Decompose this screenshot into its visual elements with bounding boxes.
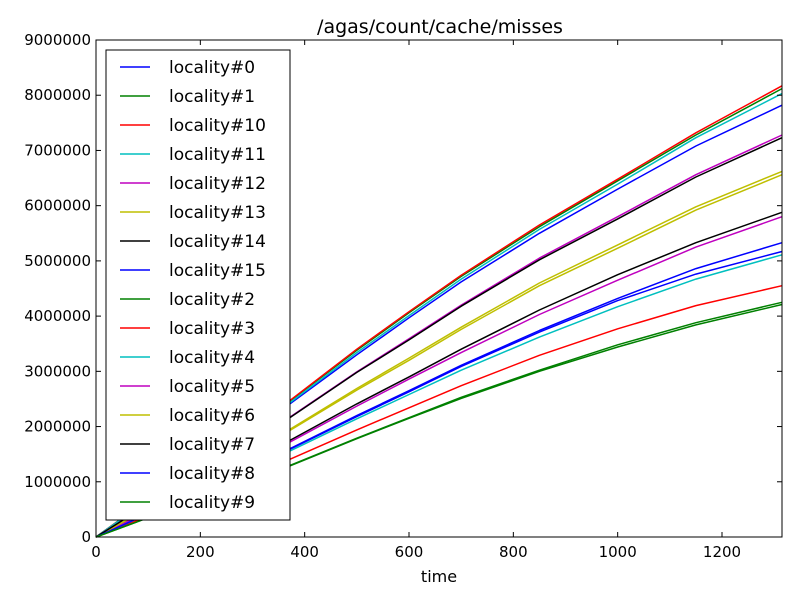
- legend-label: locality#2: [169, 290, 255, 310]
- legend-label: locality#0: [169, 58, 255, 78]
- x-tick-label: 1200: [703, 543, 741, 561]
- y-tick-label: 0: [81, 528, 91, 546]
- y-tick-label: 6000000: [24, 197, 91, 215]
- y-tick-label: 2000000: [24, 418, 91, 436]
- x-tick-label: 0: [91, 543, 101, 561]
- legend-label: locality#11: [169, 145, 266, 165]
- legend-label: locality#1: [169, 87, 255, 107]
- x-tick-label: 400: [290, 543, 319, 561]
- legend-label: locality#5: [169, 377, 255, 397]
- legend-label: locality#7: [169, 435, 255, 455]
- y-tick-label: 5000000: [24, 252, 91, 270]
- y-tick-label: 4000000: [24, 307, 91, 325]
- x-axis-label: time: [421, 567, 457, 586]
- x-tick-label: 800: [499, 543, 528, 561]
- legend-label: locality#14: [169, 232, 266, 252]
- legend-label: locality#6: [169, 406, 255, 426]
- legend-label: locality#13: [169, 203, 266, 223]
- x-tick-label: 200: [186, 543, 215, 561]
- x-tick-label: 1000: [599, 543, 637, 561]
- legend-label: locality#10: [169, 116, 266, 136]
- y-tick-label: 1000000: [24, 473, 91, 491]
- y-tick-label: 8000000: [24, 86, 91, 104]
- y-tick-label: 9000000: [24, 31, 91, 49]
- legend-box: [105, 49, 291, 521]
- axis-ticks: 0 200 400 600 800 1000 1200 0 1000000 2000000 3000…: [24, 31, 782, 561]
- chart-title: /agas/count/cache/misses: [317, 16, 563, 38]
- plot-frame: [95, 39, 783, 538]
- legend-label: locality#12: [169, 174, 266, 194]
- x-tick-label: 600: [395, 543, 424, 561]
- legend-label: locality#3: [169, 319, 255, 339]
- legend: locality#0 locality#1 locality#10 locality#…: [105, 49, 291, 521]
- y-tick-label: 3000000: [24, 362, 91, 380]
- legend-label: locality#8: [169, 464, 255, 484]
- legend-label: locality#9: [169, 493, 255, 513]
- legend-label: locality#4: [169, 348, 255, 368]
- legend-label: locality#15: [169, 261, 266, 281]
- y-tick-label: 7000000: [24, 141, 91, 159]
